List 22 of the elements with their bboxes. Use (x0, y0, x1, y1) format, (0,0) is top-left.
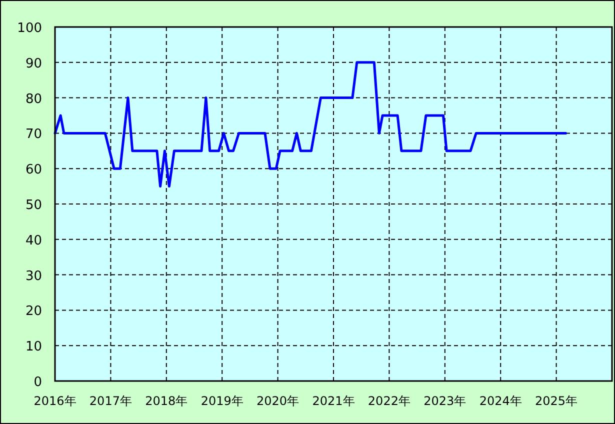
x-tick-label: 2020年 (256, 394, 300, 408)
line-series (54, 61, 568, 188)
y-tick-label: 10 (25, 340, 42, 355)
y-tick-label: 80 (25, 92, 42, 107)
y-tick-label: 60 (25, 162, 42, 178)
x-tick-label: 2024年 (479, 394, 522, 408)
y-tick-label: 20 (25, 304, 42, 320)
x-tick-label: 2023年 (424, 394, 466, 408)
x-tick-label: 2017年 (89, 394, 132, 408)
x-tick-label: 2019年 (200, 394, 244, 408)
y-tick-label: 30 (25, 268, 42, 284)
y-tick-label: 90 (25, 56, 42, 72)
x-tick-label: 2018年 (145, 394, 188, 408)
x-tick-label: 2022年 (368, 394, 410, 408)
y-tick-label: 70 (25, 127, 42, 142)
x-tick-label: 2025年 (535, 394, 578, 408)
y-tick-label: 100 (17, 21, 42, 36)
y-tick-label: 40 (25, 233, 42, 248)
y-tick-label: 50 (25, 198, 42, 213)
x-tick-label: 2021年 (312, 394, 355, 408)
x-tick-label: 2016年 (34, 394, 76, 408)
y-tick-label: 0 (34, 375, 42, 390)
